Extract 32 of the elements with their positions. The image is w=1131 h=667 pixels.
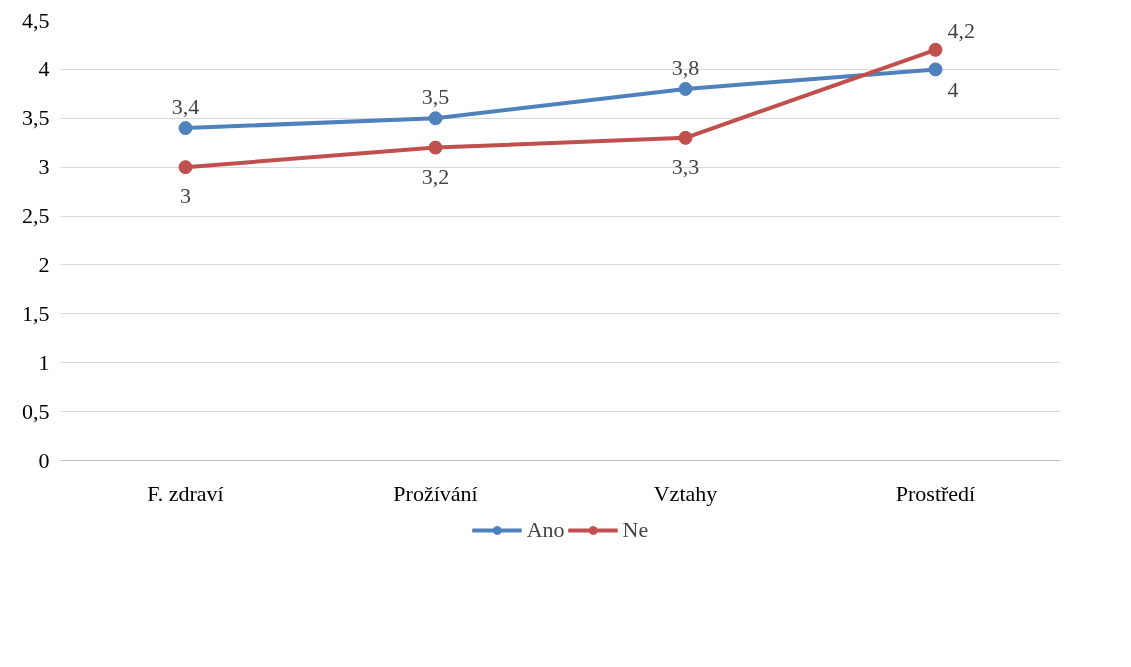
- legend-label: Ne: [622, 517, 649, 543]
- point: [428, 111, 443, 126]
- x-tick-label: Prožívání: [393, 480, 478, 506]
- point: [928, 62, 943, 77]
- y-tick-label: 3,5: [22, 105, 50, 131]
- data-label: 3,4: [171, 94, 200, 120]
- point: [678, 130, 693, 145]
- y-tick-label: 2: [38, 251, 50, 277]
- x-tick-label: F. zdraví: [147, 480, 224, 506]
- point: [178, 160, 193, 175]
- data-label: 4,2: [947, 17, 975, 43]
- x-tick-label: Vztahy: [653, 480, 718, 506]
- y-tick-label: 4,5: [22, 7, 50, 33]
- data-label: 3,3: [671, 153, 700, 179]
- point: [428, 140, 443, 155]
- y-tick-label: 0,5: [22, 398, 50, 424]
- data-label: 3,5: [421, 84, 450, 110]
- data-label: 4: [947, 77, 959, 103]
- y-tick-label: 0: [38, 447, 50, 473]
- y-tick-label: 1,5: [22, 300, 50, 326]
- x-tick-label: Prostředí: [895, 480, 976, 506]
- y-tick-label: 3: [38, 154, 50, 180]
- point: [928, 42, 943, 57]
- data-label: 3,8: [671, 54, 700, 80]
- y-tick-label: 4: [38, 56, 50, 82]
- data-label: 3,2: [421, 163, 450, 189]
- point: [678, 81, 693, 96]
- point: [178, 121, 193, 136]
- y-tick-label: 1: [38, 349, 50, 375]
- y-tick-label: 2,5: [22, 203, 50, 229]
- data-label: 3: [180, 183, 191, 209]
- legend-label: Ano: [526, 517, 565, 543]
